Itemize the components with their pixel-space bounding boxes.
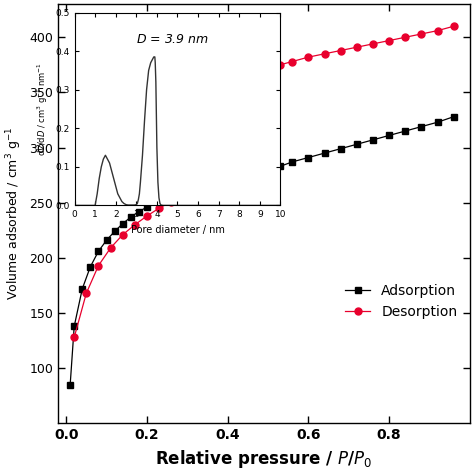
Desorption xyxy=(451,23,456,29)
Adsorption xyxy=(120,221,126,227)
Desorption xyxy=(253,161,259,167)
Adsorption xyxy=(289,159,295,165)
Desorption xyxy=(156,205,162,211)
Desorption xyxy=(120,232,126,237)
Adsorption xyxy=(322,150,328,156)
Desorption xyxy=(261,134,267,139)
Desorption xyxy=(217,177,222,182)
Desorption xyxy=(386,38,392,44)
Desorption xyxy=(181,192,186,198)
Desorption xyxy=(265,67,271,73)
Adsorption xyxy=(112,228,118,234)
Desorption xyxy=(168,199,174,204)
Adsorption xyxy=(181,188,186,193)
Adsorption xyxy=(67,382,73,388)
Desorption xyxy=(338,48,344,54)
Desorption xyxy=(205,181,210,187)
Desorption xyxy=(229,173,235,178)
Adsorption xyxy=(136,209,142,214)
Adsorption xyxy=(72,323,77,329)
Adsorption xyxy=(354,141,360,147)
Adsorption xyxy=(192,183,198,189)
Adsorption xyxy=(306,155,311,160)
Desorption xyxy=(277,62,283,68)
Line: Adsorption: Adsorption xyxy=(67,114,457,388)
Adsorption xyxy=(370,137,376,143)
Desorption xyxy=(419,31,424,37)
Adsorption xyxy=(277,164,283,169)
Adsorption xyxy=(419,124,424,129)
X-axis label: Relative pressure / $\mathit{P}$/$\mathit{P}_0$: Relative pressure / $\mathit{P}$/$\mathi… xyxy=(155,448,373,470)
Adsorption xyxy=(80,286,85,292)
Adsorption xyxy=(338,146,344,152)
Desorption xyxy=(306,55,311,60)
Adsorption xyxy=(253,170,259,176)
Adsorption xyxy=(104,237,109,243)
Adsorption xyxy=(451,114,456,119)
Desorption xyxy=(241,168,246,173)
Desorption xyxy=(370,41,376,47)
Desorption xyxy=(354,45,360,50)
Adsorption xyxy=(386,133,392,138)
Adsorption xyxy=(217,177,222,182)
Desorption xyxy=(96,263,101,268)
Adsorption xyxy=(229,174,235,180)
Y-axis label: Volume adsorbed / cm$^3$ g$^{-1}$: Volume adsorbed / cm$^3$ g$^{-1}$ xyxy=(4,127,24,301)
Desorption xyxy=(249,164,255,170)
Adsorption xyxy=(156,198,162,203)
Desorption xyxy=(83,291,89,296)
Adsorption xyxy=(96,248,101,254)
Desorption xyxy=(132,222,137,228)
Adsorption xyxy=(402,128,408,134)
Desorption xyxy=(72,335,77,340)
Legend: Adsorption, Desorption: Adsorption, Desorption xyxy=(339,278,463,324)
Adsorption xyxy=(144,204,150,210)
Desorption xyxy=(435,28,440,34)
Desorption xyxy=(322,51,328,57)
Desorption xyxy=(192,187,198,192)
Adsorption xyxy=(88,264,93,270)
Adsorption xyxy=(435,119,440,125)
Adsorption xyxy=(205,180,210,186)
Line: Desorption: Desorption xyxy=(71,23,457,341)
Adsorption xyxy=(241,173,246,178)
Desorption xyxy=(144,213,150,219)
Desorption xyxy=(108,245,113,251)
Adsorption xyxy=(265,167,271,173)
Desorption xyxy=(402,35,408,40)
Desorption xyxy=(289,59,295,64)
Adsorption xyxy=(128,214,134,220)
Adsorption xyxy=(168,192,174,198)
